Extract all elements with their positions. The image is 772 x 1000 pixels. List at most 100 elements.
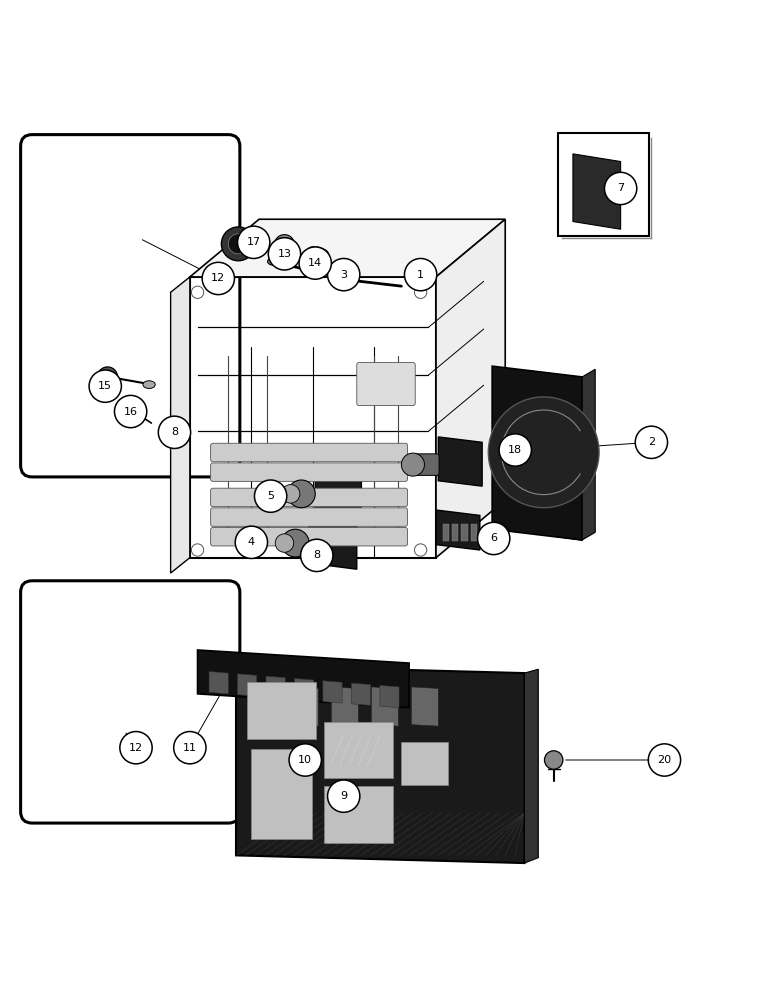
FancyBboxPatch shape [251,749,312,839]
Polygon shape [323,681,342,703]
Circle shape [202,262,235,295]
FancyBboxPatch shape [557,133,649,236]
Text: 6: 6 [490,533,497,543]
FancyBboxPatch shape [471,524,477,541]
Circle shape [303,545,318,560]
Text: 15: 15 [98,381,112,391]
Circle shape [238,226,270,258]
Polygon shape [351,683,371,705]
Circle shape [129,399,143,413]
Polygon shape [573,154,621,229]
Circle shape [164,419,180,435]
Text: 11: 11 [183,743,197,753]
Circle shape [287,480,315,508]
Polygon shape [331,687,358,726]
Circle shape [275,235,294,255]
Ellipse shape [268,258,281,265]
Circle shape [235,526,268,558]
Text: 1: 1 [417,270,424,280]
Text: 8: 8 [313,550,320,560]
FancyBboxPatch shape [443,524,449,541]
Polygon shape [371,687,398,726]
Text: 3: 3 [340,270,347,280]
FancyBboxPatch shape [462,524,468,541]
Text: 20: 20 [658,755,672,765]
FancyBboxPatch shape [452,524,459,541]
Polygon shape [190,219,505,277]
Text: 14: 14 [308,258,322,268]
Circle shape [229,234,249,254]
FancyBboxPatch shape [413,454,439,475]
Text: 4: 4 [248,537,255,547]
Circle shape [415,544,427,556]
Polygon shape [236,665,524,863]
Text: 10: 10 [298,755,312,765]
Polygon shape [380,685,399,708]
Circle shape [327,780,360,812]
Polygon shape [528,371,582,540]
FancyBboxPatch shape [401,742,449,785]
Circle shape [635,426,668,458]
Circle shape [401,453,425,476]
FancyBboxPatch shape [211,527,408,546]
Circle shape [158,416,191,448]
Polygon shape [171,277,190,573]
Polygon shape [493,366,582,540]
Circle shape [299,247,331,279]
Circle shape [281,529,309,557]
Text: 13: 13 [277,249,292,259]
FancyBboxPatch shape [357,363,415,406]
Circle shape [97,367,117,387]
Circle shape [120,732,152,764]
Circle shape [276,534,293,552]
Polygon shape [198,650,409,708]
Circle shape [114,395,147,428]
Text: 8: 8 [171,427,178,437]
Polygon shape [309,517,357,569]
Circle shape [489,397,599,508]
Text: 18: 18 [508,445,523,455]
Text: 12: 12 [212,273,225,283]
Ellipse shape [308,247,329,258]
Polygon shape [252,687,279,726]
Polygon shape [524,669,538,863]
Polygon shape [294,678,313,701]
FancyBboxPatch shape [211,508,408,526]
Polygon shape [266,676,285,698]
Circle shape [544,751,563,769]
Text: 2: 2 [648,437,655,447]
Text: 9: 9 [340,791,347,801]
Circle shape [478,522,510,555]
Circle shape [289,744,321,776]
Text: 7: 7 [617,183,625,193]
Circle shape [327,258,360,291]
Circle shape [415,286,427,298]
Text: 16: 16 [124,407,137,417]
FancyBboxPatch shape [211,463,408,481]
Polygon shape [411,687,438,726]
Circle shape [648,744,681,776]
Circle shape [405,258,437,291]
Ellipse shape [247,245,261,254]
Polygon shape [438,437,482,486]
Circle shape [499,434,531,466]
Circle shape [281,485,300,503]
Text: 5: 5 [267,491,274,501]
Circle shape [89,370,121,402]
FancyBboxPatch shape [323,722,393,778]
Polygon shape [239,665,462,731]
Polygon shape [315,468,361,519]
FancyBboxPatch shape [323,786,393,843]
Polygon shape [582,369,595,540]
Circle shape [269,238,300,270]
Text: 12: 12 [129,743,143,753]
FancyBboxPatch shape [211,488,408,507]
FancyBboxPatch shape [211,443,408,462]
FancyBboxPatch shape [247,682,316,739]
Polygon shape [436,510,480,550]
Circle shape [191,286,204,298]
Polygon shape [291,687,318,726]
Circle shape [255,480,286,512]
Circle shape [191,544,204,556]
Polygon shape [238,674,257,696]
